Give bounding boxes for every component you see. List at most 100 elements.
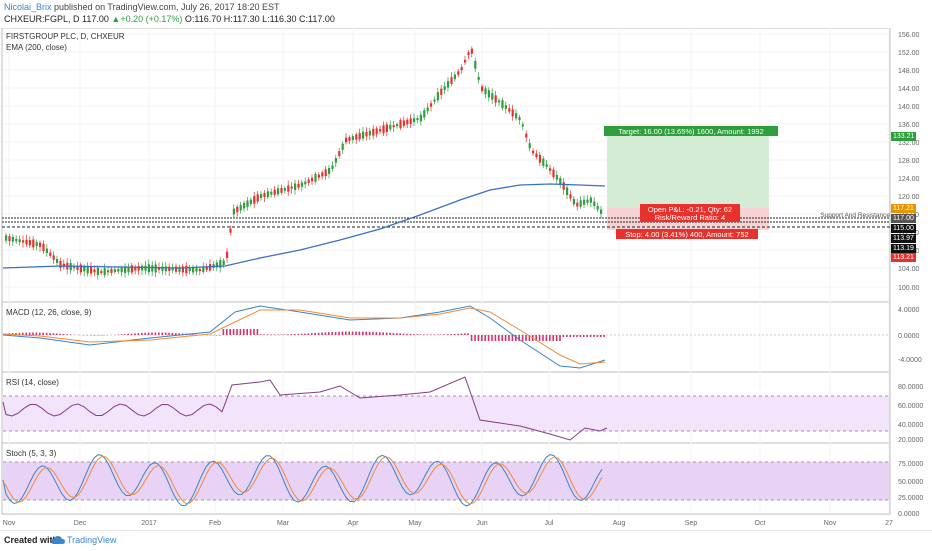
candle-body (233, 209, 235, 215)
low-value: L:116.30 (262, 14, 296, 24)
candle-body (563, 182, 565, 190)
candle-body (15, 239, 17, 241)
histogram-bar (539, 335, 541, 341)
candle-body (461, 67, 463, 70)
histogram-bar (151, 333, 153, 335)
histogram-bar (25, 333, 27, 335)
histogram-bar (277, 334, 279, 335)
candle-body (454, 74, 456, 79)
candle-body (396, 124, 398, 126)
candle-body (229, 229, 231, 233)
stoch-tick: 50.0000 (898, 479, 923, 486)
histogram-bar (124, 334, 126, 335)
candle-body (253, 196, 255, 204)
stoch-band (3, 462, 889, 500)
histogram-bar (314, 333, 316, 335)
histogram-bar (450, 334, 452, 335)
candle-body (46, 249, 48, 253)
time-tick: Sep (685, 520, 698, 527)
histogram-bar (148, 333, 150, 335)
candle-body (291, 187, 293, 189)
histogram-bar (369, 332, 371, 335)
candle-body (450, 77, 452, 84)
time-tick: Jul (545, 520, 554, 527)
time-tick: Nov (824, 520, 837, 527)
histogram-bar (556, 335, 558, 341)
candle-body (372, 129, 374, 136)
histogram-bar (311, 333, 313, 335)
histogram-bar (399, 333, 401, 335)
histogram-bar (474, 335, 476, 341)
price-tick: 136.00 (898, 122, 920, 129)
histogram-bar (59, 334, 61, 335)
candle-body (335, 158, 337, 163)
candle-body (270, 192, 272, 195)
histogram-bar (257, 329, 259, 335)
histogram-bar (348, 332, 350, 335)
stoch-tick: 0.0000 (898, 511, 920, 518)
candle-body (114, 269, 116, 272)
candle-body (121, 268, 123, 272)
histogram-bar (464, 333, 466, 335)
histogram-bar (301, 334, 303, 335)
tradingview-brand[interactable]: TradingView (67, 535, 117, 545)
candle-body (195, 268, 197, 272)
last-price: 117.00 (82, 14, 109, 24)
candle-body (144, 266, 146, 271)
chart-header: Nicolai_Brix published on TradingView.co… (0, 0, 932, 28)
candle-body (406, 120, 408, 125)
histogram-bar (165, 333, 167, 335)
histogram-bar (134, 333, 136, 335)
candle-body (403, 120, 405, 125)
candle-body (573, 199, 575, 204)
histogram-bar (410, 334, 412, 335)
time-tick: 2017 (141, 520, 157, 527)
candle-body (464, 60, 466, 63)
candle-body (481, 86, 483, 91)
macd-tick: 4.0000 (898, 307, 920, 314)
candle-body (389, 125, 391, 129)
histogram-bar (246, 329, 248, 335)
histogram-bar (260, 334, 262, 335)
candle-body (457, 71, 459, 75)
candle-body (321, 172, 323, 176)
candle-body (226, 252, 228, 258)
histogram-bar (56, 333, 58, 335)
candle-body (447, 81, 449, 87)
histogram-bar (396, 333, 398, 335)
histogram-bar (335, 332, 337, 335)
histogram-bar (359, 332, 361, 335)
histogram-bar (352, 332, 354, 335)
candle-body (223, 261, 225, 265)
histogram-bar (362, 332, 364, 335)
author-link[interactable]: Nicolai_Brix (4, 2, 52, 12)
price-tag: 113.19 (891, 244, 916, 253)
candle-body (274, 190, 276, 195)
macd-histogram (5, 329, 605, 341)
candle-body (267, 191, 269, 197)
candle-body (440, 89, 442, 95)
histogram-bar (586, 335, 588, 337)
macd-tick: -4.0000 (898, 357, 922, 364)
histogram-bar (484, 335, 486, 341)
histogram-bar (284, 334, 286, 335)
histogram-bar (505, 335, 507, 341)
histogram-bar (386, 333, 388, 335)
histogram-bar (325, 332, 327, 335)
candle-body (355, 134, 357, 139)
stoch-label: Stoch (5, 3, 3) (6, 449, 56, 458)
candle-body (53, 255, 55, 259)
grid-lines (3, 28, 889, 514)
candle-body (250, 200, 252, 204)
price-tick: 128.00 (898, 158, 920, 165)
candle-body (369, 131, 371, 135)
candle-body (263, 193, 265, 197)
price-tick: 144.00 (898, 86, 920, 93)
candle-body (529, 143, 531, 148)
histogram-bar (294, 334, 296, 335)
candle-body (107, 270, 109, 272)
chart-canvas[interactable]: Target: 16.00 (13.65%) 1600, Amount: 199… (0, 28, 932, 530)
macd-line (3, 306, 605, 368)
histogram-bar (155, 333, 157, 335)
candle-body (556, 175, 558, 179)
